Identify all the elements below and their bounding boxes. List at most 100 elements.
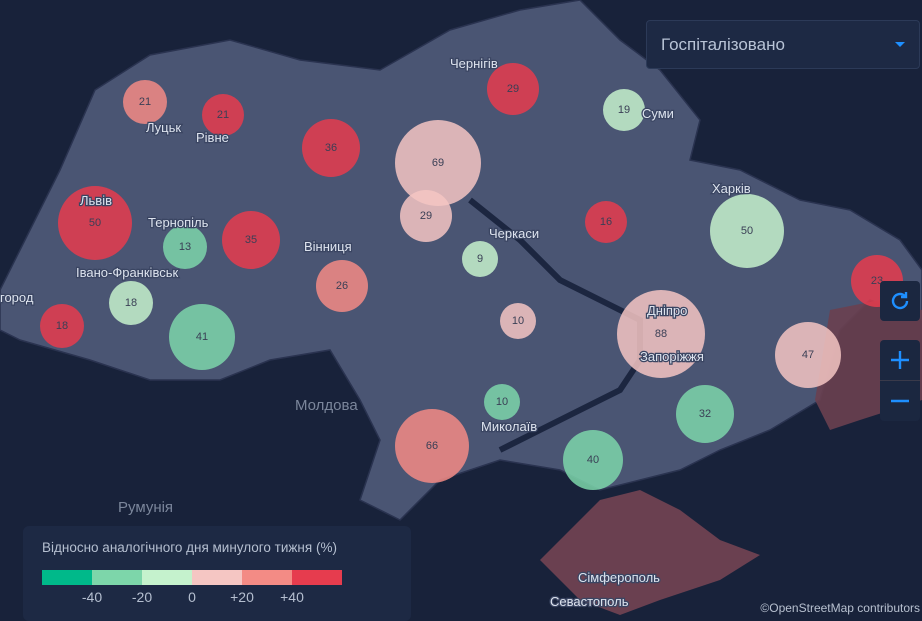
region-marker[interactable]: 35 — [222, 211, 280, 269]
city-label: Черкаси — [489, 226, 539, 241]
region-marker[interactable]: 21 — [202, 94, 244, 136]
marker-circle[interactable] — [123, 80, 167, 124]
marker-circle[interactable] — [316, 260, 368, 312]
marker-value: 35 — [245, 234, 257, 246]
marker-circle[interactable] — [603, 89, 645, 131]
marker-circle[interactable] — [775, 322, 841, 388]
region-marker[interactable]: 29 — [400, 190, 452, 242]
marker-circle[interactable] — [40, 304, 84, 348]
city-label: Сімферополь — [578, 570, 660, 585]
marker-circle[interactable] — [395, 409, 469, 483]
legend-tick: +20 — [230, 589, 254, 605]
marker-circle[interactable] — [500, 303, 536, 339]
city-label: Харків — [712, 181, 751, 196]
marker-value: 19 — [618, 104, 630, 116]
legend-swatch — [292, 570, 342, 585]
zoom-out-button[interactable] — [880, 381, 920, 421]
metric-dropdown[interactable]: Госпіталізовано — [646, 20, 920, 69]
marker-circle[interactable] — [395, 120, 481, 206]
marker-value: 29 — [507, 83, 519, 95]
legend-swatch — [92, 570, 142, 585]
marker-value: 50 — [89, 217, 101, 229]
marker-circle[interactable] — [400, 190, 452, 242]
marker-circle[interactable] — [617, 290, 705, 378]
country-label: Молдова — [295, 397, 358, 414]
marker-value: 29 — [420, 210, 432, 222]
region-marker[interactable]: 88 — [617, 290, 705, 378]
marker-circle[interactable] — [563, 430, 623, 490]
region-marker[interactable]: 21 — [123, 80, 167, 124]
refresh-icon — [891, 292, 909, 310]
marker-value: 16 — [600, 216, 612, 228]
marker-circle[interactable] — [202, 94, 244, 136]
region-marker[interactable]: 16 — [585, 201, 627, 243]
region-marker[interactable]: 40 — [563, 430, 623, 490]
marker-circle[interactable] — [302, 119, 360, 177]
refresh-control — [880, 281, 920, 321]
region-marker[interactable]: 32 — [676, 385, 734, 443]
marker-circle[interactable] — [462, 241, 498, 277]
map-attribution[interactable]: ©OpenStreetMap contributors — [760, 601, 920, 615]
legend-tick: -40 — [81, 589, 103, 605]
marker-circle[interactable] — [163, 225, 207, 269]
city-label: Суми — [642, 106, 674, 121]
marker-value: 18 — [125, 297, 137, 309]
marker-circle[interactable] — [169, 304, 235, 370]
region-marker[interactable]: 26 — [316, 260, 368, 312]
region-marker[interactable]: 9 — [462, 241, 498, 277]
region-marker[interactable]: 66 — [395, 409, 469, 483]
region-marker[interactable]: 29 — [487, 63, 539, 115]
refresh-button[interactable] — [880, 281, 920, 321]
legend: Відносно аналогічного дня минулого тижня… — [23, 526, 411, 621]
marker-value: 10 — [512, 315, 524, 327]
zoom-in-button[interactable] — [880, 340, 920, 381]
marker-value: 50 — [741, 225, 753, 237]
city-label: Івано-Франківськ — [76, 265, 178, 280]
region-marker[interactable]: 18 — [109, 281, 153, 325]
region-marker[interactable]: 69 — [395, 120, 481, 206]
legend-tick: +40 — [280, 589, 304, 605]
marker-value: 66 — [426, 440, 438, 452]
marker-circle[interactable] — [484, 384, 520, 420]
minus-icon — [891, 399, 909, 403]
region-marker[interactable]: 47 — [775, 322, 841, 388]
legend-swatch — [192, 570, 242, 585]
caret-down-icon — [895, 42, 905, 47]
marker-value: 40 — [587, 454, 599, 466]
region-marker[interactable]: 18 — [40, 304, 84, 348]
marker-value: 21 — [217, 109, 229, 121]
region-marker[interactable]: 50 — [710, 194, 784, 268]
marker-circle[interactable] — [676, 385, 734, 443]
city-label: Тернопіль — [148, 215, 209, 230]
marker-value: 26 — [336, 280, 348, 292]
crimea — [540, 490, 760, 615]
country-label: Румунія — [118, 499, 173, 516]
marker-circle[interactable] — [58, 186, 132, 260]
region-marker[interactable]: 19 — [603, 89, 645, 131]
city-label: Севастополь — [550, 594, 629, 609]
marker-circle[interactable] — [109, 281, 153, 325]
city-label: Рівне — [196, 130, 229, 145]
marker-circle[interactable] — [710, 194, 784, 268]
legend-tick: 0 — [188, 589, 196, 605]
region-marker[interactable]: 41 — [169, 304, 235, 370]
region-marker[interactable]: 10 — [484, 384, 520, 420]
marker-circle[interactable] — [487, 63, 539, 115]
legend-swatch — [142, 570, 192, 585]
marker-value: 36 — [325, 142, 337, 154]
marker-value: 69 — [432, 157, 444, 169]
region-marker[interactable]: 13 — [163, 225, 207, 269]
region-marker[interactable]: 10 — [500, 303, 536, 339]
marker-circle[interactable] — [222, 211, 280, 269]
region-marker[interactable]: 36 — [302, 119, 360, 177]
legend-color-scale — [42, 570, 392, 585]
marker-value: 9 — [477, 253, 483, 265]
region-marker[interactable]: 50 — [58, 186, 132, 260]
marker-value: 18 — [56, 320, 68, 332]
city-label: город — [0, 290, 34, 305]
marker-circle[interactable] — [585, 201, 627, 243]
metric-dropdown-value: Госпіталізовано — [661, 34, 785, 54]
city-label: Дніпро — [647, 303, 687, 318]
city-label: Вінниця — [304, 239, 352, 254]
